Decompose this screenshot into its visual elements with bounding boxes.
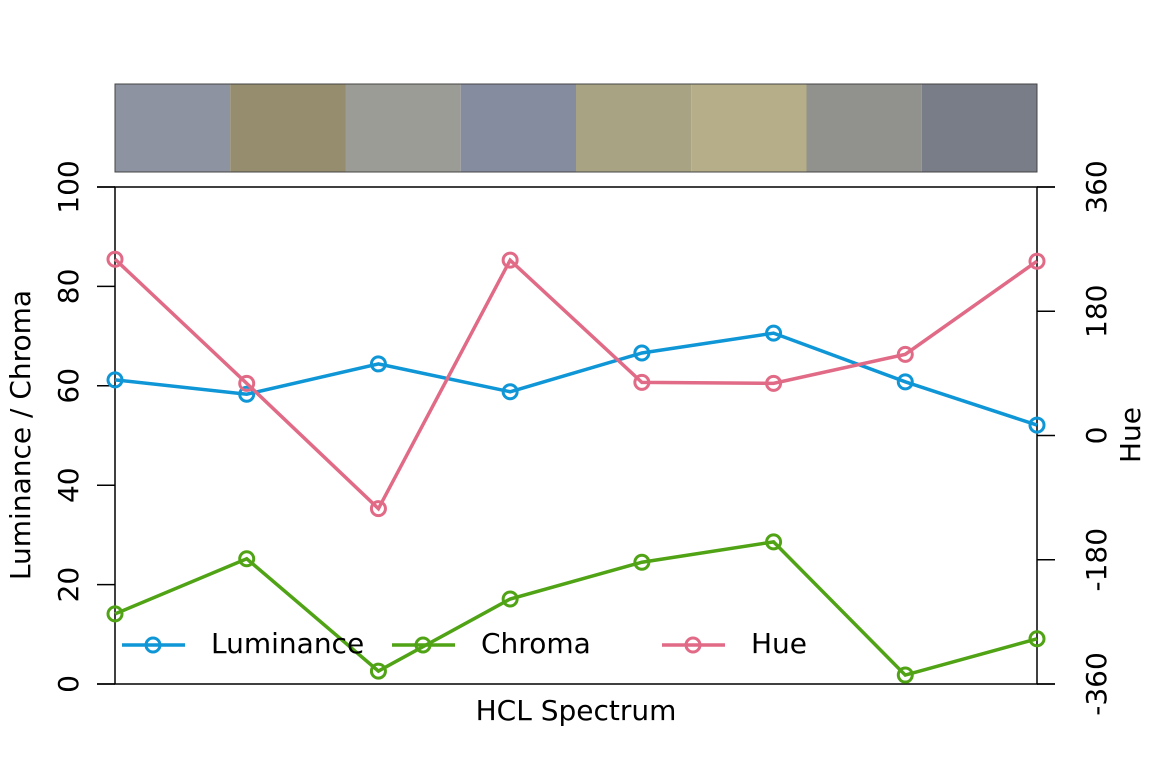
series-line	[113, 257, 1039, 512]
point	[896, 345, 914, 363]
y2-tick-label: -360	[1080, 652, 1113, 716]
point	[369, 355, 387, 373]
point	[106, 371, 124, 389]
color-swatch	[576, 84, 692, 172]
legend-label: Chroma	[481, 627, 591, 660]
color-swatch	[230, 84, 346, 172]
y-tick-label: 20	[52, 567, 85, 603]
point	[765, 374, 783, 392]
y2-tick-label: 360	[1080, 160, 1113, 213]
legend-label: Hue	[751, 627, 807, 660]
legend-marker	[144, 636, 162, 654]
point	[765, 324, 783, 342]
point	[369, 662, 387, 680]
color-swatch	[115, 84, 231, 172]
point	[1028, 252, 1046, 270]
point	[501, 251, 519, 269]
y-tick-label: 0	[52, 675, 85, 693]
point	[633, 344, 651, 362]
y2-axis-label: Hue	[1114, 407, 1147, 463]
y-tick-label: 60	[52, 368, 85, 404]
point	[765, 533, 783, 551]
y2-tick-label: -180	[1080, 528, 1113, 592]
point	[1028, 416, 1046, 434]
point	[106, 250, 124, 268]
y-tick-label: 80	[52, 269, 85, 305]
y-tick-label: 100	[52, 160, 85, 213]
y2-tick-label: 180	[1080, 285, 1113, 338]
point	[369, 500, 387, 518]
y-axis-label: Luminance / Chroma	[4, 290, 37, 580]
color-swatch	[806, 84, 922, 172]
legend-label: Luminance	[211, 627, 364, 660]
point	[1028, 630, 1046, 648]
point	[501, 383, 519, 401]
point	[896, 666, 914, 684]
point	[633, 553, 651, 571]
y2-tick-label: 0	[1080, 427, 1113, 445]
swatch-border	[114, 83, 1038, 173]
color-swatch	[691, 84, 807, 172]
point	[633, 373, 651, 391]
plot-box	[114, 186, 1038, 685]
point	[896, 373, 914, 391]
legend-marker	[414, 636, 432, 654]
color-swatch	[345, 84, 461, 172]
point	[238, 385, 256, 403]
point	[238, 550, 256, 568]
series-line	[114, 331, 1038, 427]
point	[238, 374, 256, 392]
point	[501, 590, 519, 608]
color-swatch	[460, 84, 576, 172]
legend-marker	[684, 636, 702, 654]
color-swatch	[921, 84, 1037, 172]
series-line	[114, 539, 1038, 678]
x-axis-label: HCL Spectrum	[476, 694, 677, 727]
y-tick-label: 40	[52, 467, 85, 503]
point	[106, 605, 124, 623]
